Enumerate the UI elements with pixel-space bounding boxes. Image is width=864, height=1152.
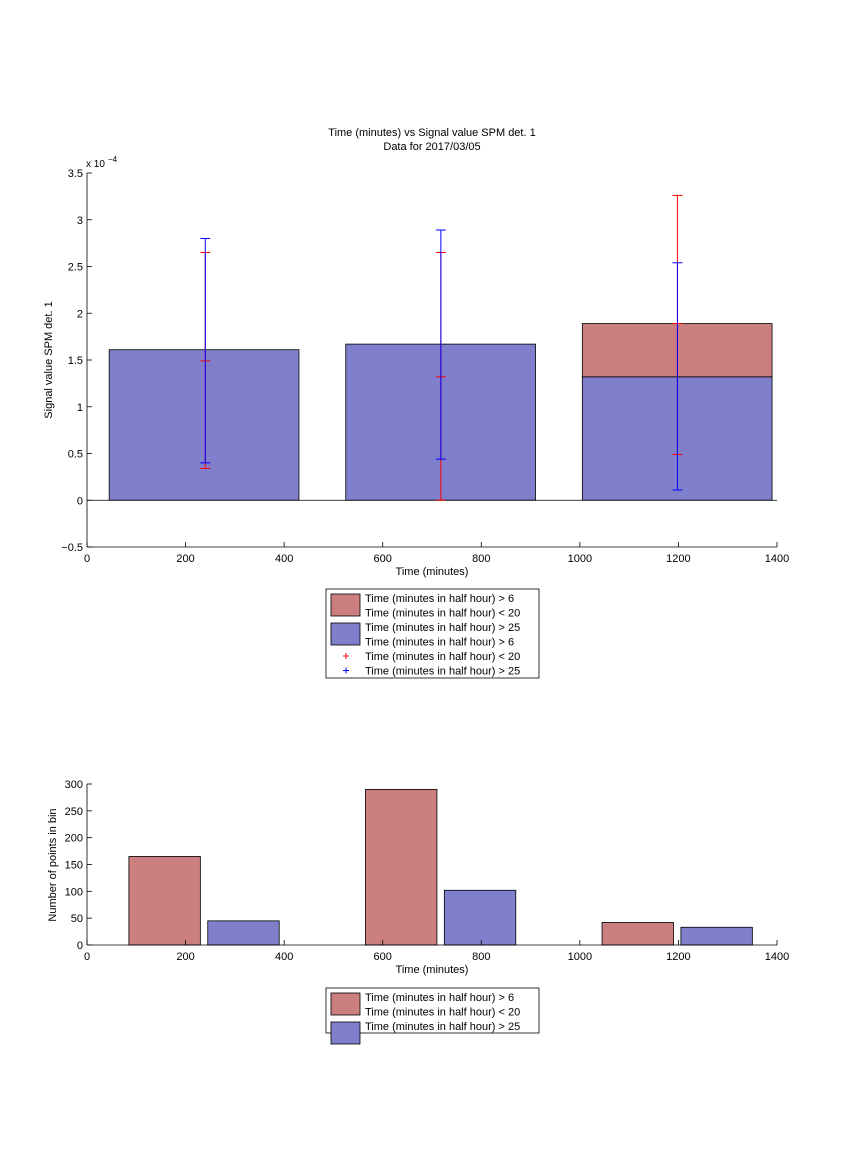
x-tick-label: 800 [472,951,490,963]
legend-label: Time (minutes in half hour) < 20 [365,651,520,663]
count-bar-1-2 [680,926,753,946]
legend-label: Time (minutes in half hour) > 25 [365,666,520,678]
count-bar-0-0 [128,856,201,946]
legend-patch [330,622,361,646]
x-tick-label: 400 [275,951,293,963]
chart-points-in-bin: Number of points in bin Time (minutes) 0… [47,779,789,1045]
x-tick-label: 200 [176,951,194,963]
y-tick-label: 100 [65,886,83,898]
y-tick-label: 200 [65,833,83,845]
x-tick-label: 200 [176,553,194,565]
chart1-title: Time (minutes) vs Signal value SPM det. … [328,127,535,139]
legend-label: Time (minutes in half hour) > 25 [365,1021,520,1033]
legend-patch [330,593,361,617]
y-tick-label: 1 [77,402,83,414]
x-tick-label: 800 [472,553,490,565]
chart2-legend: Time (minutes in half hour) > 6 Time (min… [325,987,540,1045]
y-tick-label: 0 [77,495,83,507]
count-bar-0-1 [365,788,438,946]
x-tick-label: 1400 [765,951,789,963]
y-tick-label: 3 [77,215,83,227]
chart1-subtitle: Data for 2017/03/05 [383,141,480,153]
chart1-ylabel: Signal value SPM det. 1 [43,301,55,418]
x-tick-label: 1400 [765,553,789,565]
y-tick-label: 2 [77,308,83,320]
count-bar-1-0 [207,920,280,946]
legend-patch [330,1021,361,1045]
x-tick-label: 600 [374,951,392,963]
y-tick-label: 3.5 [68,168,83,180]
y-tick-label: 1.5 [68,355,83,367]
legend-label: Time (minutes in half hour) > 25 [365,622,520,634]
bar-blue-0 [108,349,300,501]
y-tick-label: 300 [65,779,83,791]
legend-label: Time (minutes in half hour) < 20 [365,1007,520,1019]
legend-label: Time (minutes in half hour) < 20 [365,608,520,620]
legend-box [325,987,540,1034]
chart2-xlabel: Time (minutes) [396,964,469,976]
x-tick-label: 0 [84,553,90,565]
chart1-xlabel: Time (minutes) [396,566,469,578]
x-tick-label: 1200 [666,951,690,963]
count-bar-0-2 [601,922,674,946]
y-tick-label: 0.5 [68,449,83,461]
chart1-exponent-power: −4 [108,155,118,164]
y-tick-label: 0 [77,940,83,952]
chart-signal-value: Time (minutes) vs Signal value SPM det. … [43,127,789,679]
legend-label: Time (minutes in half hour) > 6 [365,593,514,605]
x-tick-label: 1000 [568,553,592,565]
legend-label: Time (minutes in half hour) > 6 [365,637,514,649]
chart1-exponent-base: x 10 [86,159,105,170]
legend-box [325,588,540,679]
y-tick-label: −0.5 [61,542,83,554]
x-tick-label: 0 [84,951,90,963]
y-tick-label: 2.5 [68,262,83,274]
y-tick-label: 150 [65,860,83,872]
x-tick-label: 400 [275,553,293,565]
count-bar-1-1 [443,889,517,946]
legend-patch [330,992,361,1016]
chart2-ylabel: Number of points in bin [47,808,59,921]
y-tick-label: 250 [65,806,83,818]
x-tick-label: 600 [374,553,392,565]
legend-label: Time (minutes in half hour) > 6 [365,992,514,1004]
chart1-legend: Time (minutes in half hour) > 6 Time (min… [325,588,540,679]
x-tick-label: 1000 [568,951,592,963]
y-tick-label: 50 [71,913,83,925]
x-tick-label: 1200 [666,553,690,565]
